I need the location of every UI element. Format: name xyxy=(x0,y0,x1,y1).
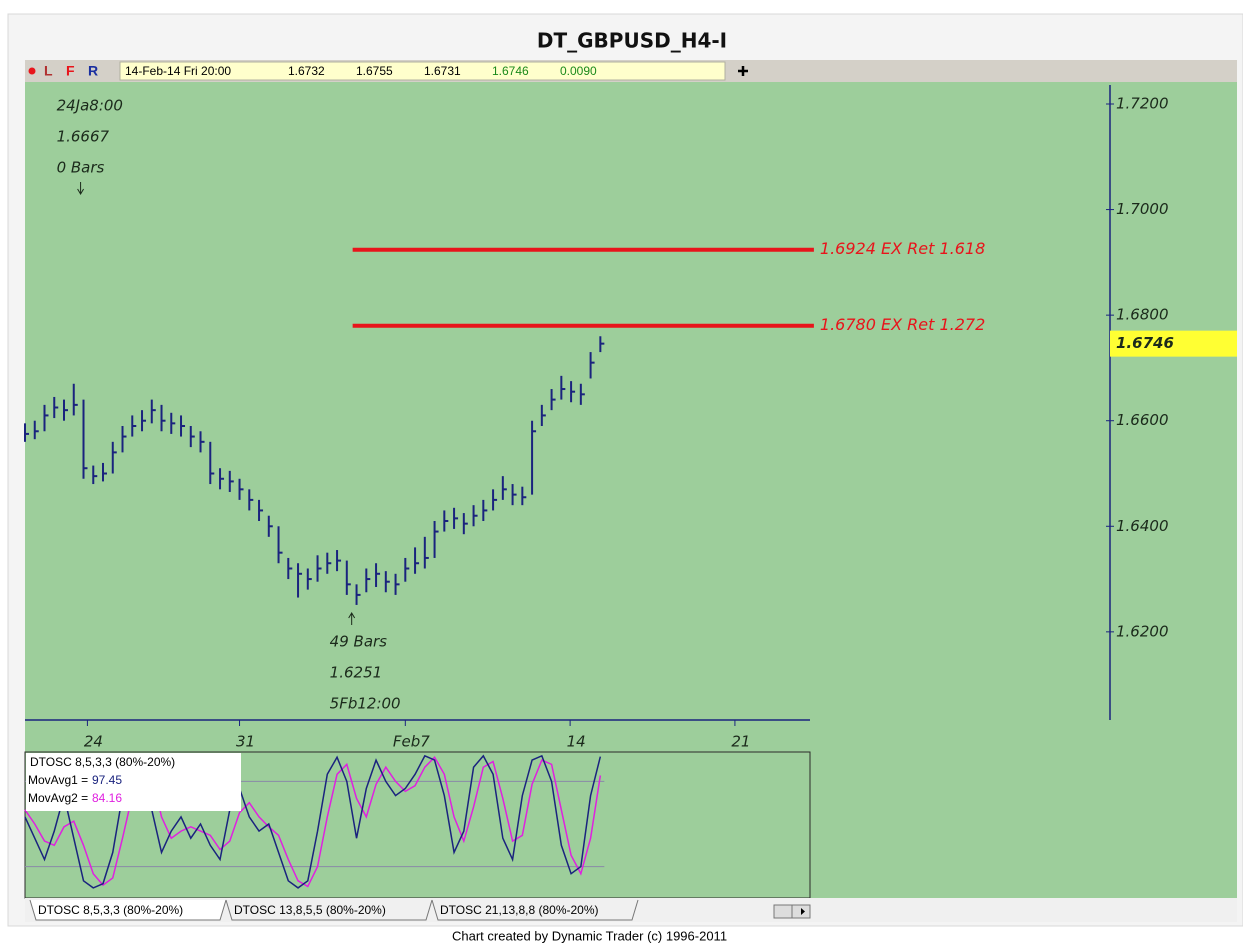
y-tick-label: 1.6600 xyxy=(1116,411,1169,429)
tab[interactable] xyxy=(431,899,639,921)
quote-field: 14-Feb-14 Fri 20:00 xyxy=(125,64,231,78)
tab-label[interactable]: DTOSC 8,5,3,3 (80%-20%) xyxy=(38,903,183,917)
y-tick-label: 1.6800 xyxy=(1116,306,1169,324)
toolbar-flag[interactable]: L xyxy=(44,63,53,79)
tab-scroll-left[interactable] xyxy=(773,904,793,919)
x-tick-label: 21 xyxy=(731,733,750,751)
y-tick-label: 1.7000 xyxy=(1116,200,1169,218)
annotation-arrow xyxy=(348,612,356,625)
annotation-text: 5Fb12:00 xyxy=(330,695,401,713)
chart-title: DT_GBPUSD_H4-I xyxy=(537,29,727,53)
tab[interactable] xyxy=(29,899,227,921)
tab-label[interactable]: DTOSC 21,13,8,8 (80%-20%) xyxy=(440,903,599,917)
legend-name: MovAvg1 = xyxy=(28,773,88,787)
quote-field: 1.6755 xyxy=(356,64,393,78)
x-tick-label: 24 xyxy=(84,733,103,751)
x-tick-label: 14 xyxy=(567,733,586,751)
status-dot xyxy=(28,67,36,75)
legend-value: 97.45 xyxy=(92,773,122,787)
x-tick-label: 31 xyxy=(236,733,255,751)
tab-scroll-arrow xyxy=(801,908,805,915)
quote-field: 1.6731 xyxy=(424,64,461,78)
last-price-label: 1.6746 xyxy=(1116,334,1174,352)
footer: Chart created by Dynamic Trader (c) 1996… xyxy=(452,928,727,943)
last-price-box xyxy=(1110,330,1237,357)
tab[interactable] xyxy=(225,899,433,921)
legend-name: MovAvg2 = xyxy=(28,791,88,805)
annotation-text: 24Ja8:00 xyxy=(57,97,123,115)
toolbar-flag[interactable]: F xyxy=(66,63,75,79)
annotation-arrow xyxy=(77,182,85,195)
crosshair-icon[interactable] xyxy=(738,66,748,76)
annotation-text: 49 Bars xyxy=(330,633,388,651)
tab-label[interactable]: DTOSC 13,8,5,5 (80%-20%) xyxy=(234,903,386,917)
oscillator-legend xyxy=(26,753,241,811)
retracement-label: 1.6780 EX Ret 1.272 xyxy=(820,315,985,334)
annotation-text: 0 Bars xyxy=(57,159,105,177)
quote-box xyxy=(119,61,726,81)
y-tick-label: 1.7200 xyxy=(1116,95,1169,113)
y-tick-label: 1.6200 xyxy=(1116,622,1169,640)
oscillator-line xyxy=(24,756,602,888)
legend-value: 84.16 xyxy=(92,791,122,805)
quote-field: 1.6746 xyxy=(492,64,529,78)
annotation-text: 1.6667 xyxy=(57,128,110,146)
y-tick-label: 1.6400 xyxy=(1116,517,1169,535)
toolbar-flag[interactable]: R xyxy=(88,63,98,79)
retracement-label: 1.6924 EX Ret 1.618 xyxy=(820,239,985,258)
annotation-text: 1.6251 xyxy=(330,664,383,682)
oscillator-title: DTOSC 8,5,3,3 (80%-20%) xyxy=(30,755,175,769)
quote-field: 1.6732 xyxy=(288,64,325,78)
quote-field: 0.0090 xyxy=(560,64,597,78)
x-tick-label: Feb7 xyxy=(393,733,430,751)
